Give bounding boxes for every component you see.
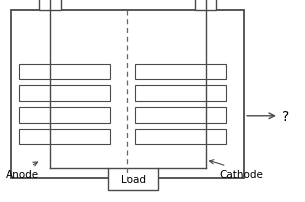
- Text: Anode: Anode: [6, 162, 39, 179]
- Bar: [135, 86, 226, 101]
- Bar: [135, 64, 226, 80]
- Bar: [19, 107, 110, 123]
- Text: Load: Load: [121, 174, 146, 184]
- Bar: [135, 129, 226, 145]
- Bar: [19, 129, 110, 145]
- Text: Cathode: Cathode: [210, 160, 263, 179]
- Bar: [39, 0, 61, 11]
- Bar: [11, 11, 244, 178]
- Bar: [19, 86, 110, 101]
- Bar: [195, 0, 217, 11]
- Text: ?: ?: [282, 109, 289, 123]
- Bar: [135, 107, 226, 123]
- Bar: [19, 64, 110, 80]
- Bar: [108, 168, 158, 190]
